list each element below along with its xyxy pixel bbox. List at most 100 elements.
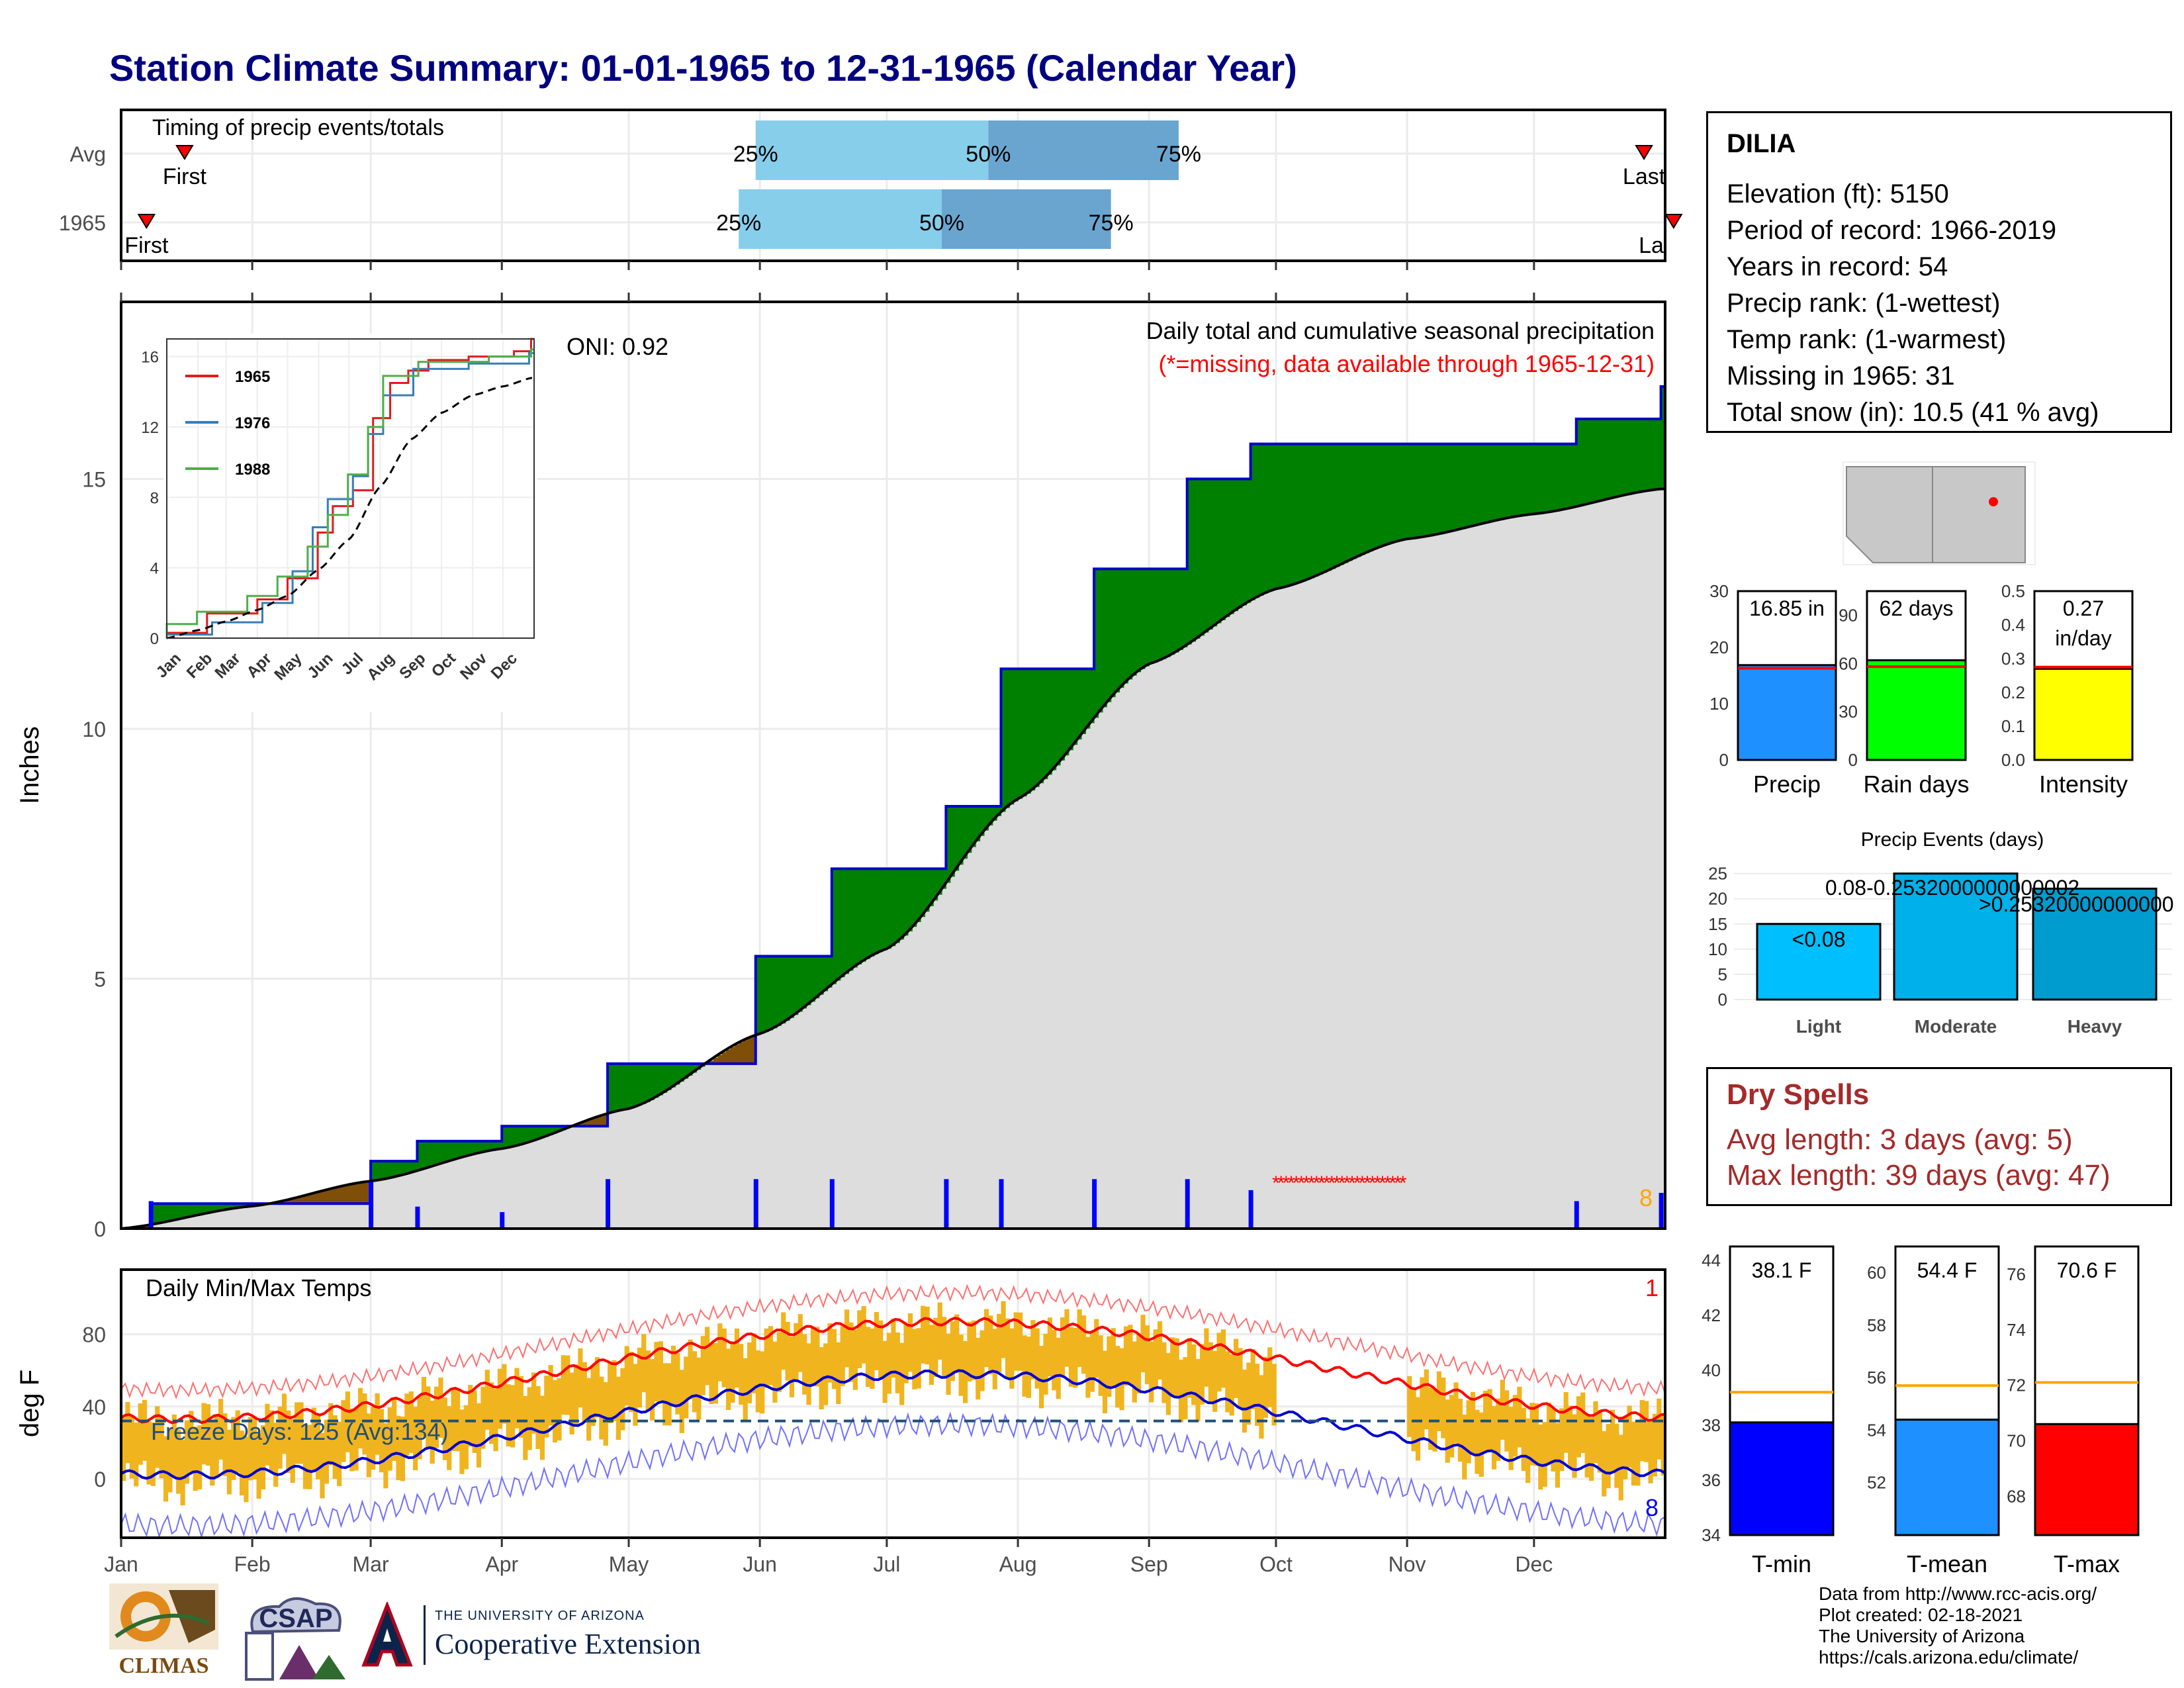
daily-temp-bar: [514, 1368, 520, 1429]
daily-temp-bar: [138, 1403, 143, 1465]
precip-surplus-segment: [937, 868, 942, 895]
precip-surplus-segment: [1123, 569, 1128, 684]
daily-temp-bar: [379, 1409, 385, 1473]
temp-bar-label: T-mean: [1907, 1550, 1987, 1577]
inset-legend-label: 1976: [235, 414, 270, 432]
precip-surplus-segment: [1178, 569, 1183, 650]
daily-temp-bar: [929, 1325, 934, 1385]
precip-surplus-segment: [1047, 669, 1052, 775]
daily-temp-bar: [709, 1343, 714, 1405]
daily-temp-bar: [510, 1385, 516, 1448]
daily-temp-bar: [1229, 1354, 1234, 1416]
precip-surplus-segment: [1563, 444, 1569, 510]
daily-temp-bar: [193, 1427, 198, 1491]
precip-surplus-segment: [1462, 444, 1467, 529]
daily-temp-bar: [349, 1408, 355, 1472]
daily-temp-bar: [840, 1326, 845, 1386]
daily-temp-bar: [353, 1407, 359, 1471]
precip-surplus-segment: [852, 868, 858, 968]
events-y-tick: 20: [1708, 889, 1727, 909]
precip-surplus-segment: [992, 806, 997, 821]
new-mexico-shape: [1932, 466, 2026, 563]
missing-data-marker: *: [1312, 1172, 1320, 1194]
missing-data-marker: *: [1394, 1172, 1402, 1194]
precip-surplus-segment: [823, 956, 829, 992]
daily-temp-bar: [1174, 1338, 1179, 1399]
daily-temp-bar: [781, 1312, 786, 1370]
daily-temp-bar: [1216, 1333, 1222, 1392]
precip-surplus-segment: [1373, 444, 1378, 550]
daily-temp-bar: [1034, 1328, 1040, 1389]
daily-temp-bar: [717, 1323, 723, 1382]
daily-precip-bar: [606, 1179, 611, 1229]
precip-surplus-segment: [1661, 386, 1666, 489]
events-bar-light: [1756, 923, 1882, 1001]
daily-temp-bar: [535, 1385, 541, 1449]
missing-data-marker: *: [1282, 1172, 1290, 1194]
daily-temp-bar: [341, 1400, 346, 1462]
footer-line-source: Data from http://www.rcc-acis.org/: [1819, 1583, 2097, 1604]
daily-temp-bar: [235, 1410, 240, 1473]
daily-temp-bar: [531, 1372, 537, 1434]
daily-temp-bar: [942, 1317, 947, 1376]
daily-temp-bar: [1132, 1341, 1137, 1403]
precip-surplus-segment: [404, 1161, 410, 1174]
record-low-line: [120, 1411, 1666, 1539]
daily-temp-bar: [302, 1425, 308, 1489]
precip-surplus-segment: [1453, 444, 1459, 531]
daily-temp-bar: [1246, 1362, 1251, 1425]
missing-data-marker: *: [1359, 1172, 1367, 1194]
inset-normal-line: [166, 377, 533, 639]
precip-surplus-segment: [1301, 444, 1306, 582]
daily-temp-bar: [1525, 1418, 1531, 1483]
precip-surplus-segment: [480, 1141, 486, 1152]
precip-surplus-segment: [1470, 444, 1475, 527]
record-high-count: 1: [1645, 1274, 1659, 1301]
dry-spells-avg: Avg length: 3 days (avg: 5): [1727, 1123, 2073, 1156]
daily-precip-bar: [500, 1212, 505, 1229]
footer-line-date: Plot created: 02-18-2021: [1819, 1605, 2023, 1625]
precip-surplus-segment: [933, 868, 938, 901]
daily-precip-bar: [829, 1179, 835, 1229]
daily-temp-bar: [286, 1410, 291, 1474]
daily-temp-bar: [1123, 1326, 1129, 1386]
precip-deficit-segment: [302, 1196, 308, 1204]
daily-temp-bar: [1073, 1327, 1078, 1388]
daily-temp-bar: [371, 1407, 376, 1470]
precip-deficit-segment: [713, 1057, 718, 1064]
precip-surplus-segment: [1652, 418, 1657, 491]
oni-label: ONI: 0.92: [567, 333, 668, 360]
precip-surplus-segment: [1424, 444, 1429, 537]
daily-temp-bar: [1597, 1409, 1602, 1473]
inset-y-tick: 8: [150, 489, 159, 507]
precip-deficit-segment: [586, 1120, 592, 1127]
temp-2-y-tick: 70: [2007, 1430, 2026, 1450]
daily-temp-bar: [1424, 1369, 1429, 1430]
daily-temp-bar: [281, 1393, 287, 1454]
daily-temp-bar: [1047, 1317, 1052, 1377]
precip-surplus-segment: [1102, 569, 1107, 708]
daily-precip-bar: [753, 1179, 758, 1229]
daily-temp-bar: [768, 1326, 774, 1385]
daily-temp-bar: [658, 1341, 663, 1401]
temp-1-y-tick: 58: [1867, 1315, 1886, 1335]
daily-temp-bar: [637, 1347, 642, 1408]
daily-temp-bar: [713, 1342, 719, 1404]
precip-surplus-segment: [1246, 479, 1251, 603]
daily-temp-bar: [184, 1420, 190, 1484]
timing-q50-label: 50%: [966, 142, 1011, 167]
ua-logo-big-text: Cooperative Extension: [435, 1628, 702, 1660]
daily-temp-bar: [332, 1415, 338, 1479]
precip-surplus-segment: [1390, 444, 1395, 543]
precip-deficit-segment: [747, 1038, 752, 1064]
daily-temp-bar: [1225, 1351, 1230, 1413]
events-y-tick: 5: [1718, 964, 1727, 984]
daily-temp-bar: [176, 1429, 181, 1494]
last-event-marker: [1664, 214, 1683, 229]
daily-temp-bar: [654, 1342, 659, 1401]
daily-temp-bar: [979, 1330, 985, 1391]
precip-surplus-segment: [776, 956, 782, 1026]
daily-temp-bar: [442, 1397, 447, 1460]
daily-temp-bar: [1551, 1408, 1556, 1472]
precip-surplus-segment: [1326, 444, 1332, 571]
